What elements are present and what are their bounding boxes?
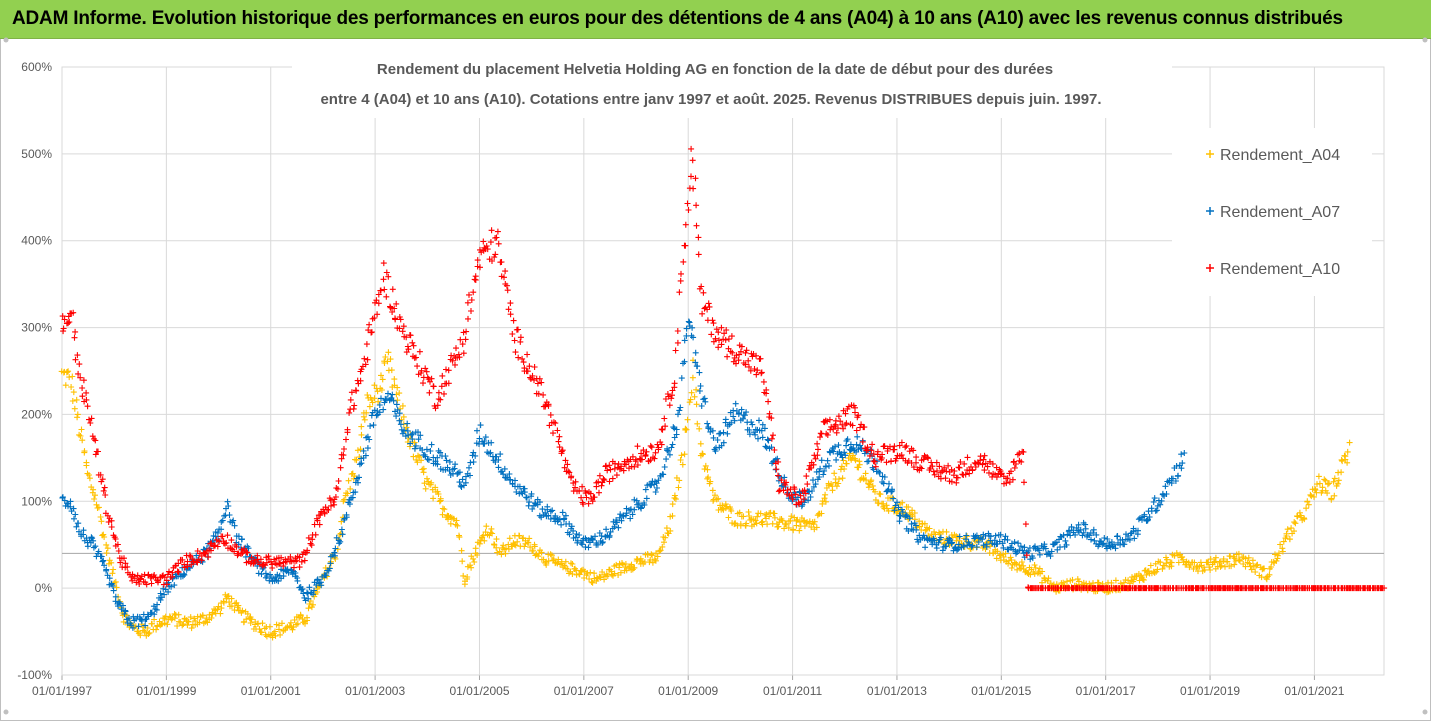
x-tick-label: 01/01/2003 — [345, 684, 405, 698]
selection-handle — [1422, 37, 1428, 43]
x-tick-label: 01/01/1997 — [32, 684, 92, 698]
x-tick-label: 01/01/1999 — [136, 684, 196, 698]
x-tick-label: 01/01/2021 — [1284, 684, 1344, 698]
y-tick-label: 100% — [21, 494, 52, 508]
legend: Rendement_A04 Rendement_A07 Rendement_A10 — [1172, 128, 1372, 296]
legend-marker — [1206, 207, 1214, 215]
x-tick-label: 01/01/2005 — [449, 684, 509, 698]
series-markers — [59, 318, 1188, 631]
legend-label: Rendement_A07 — [1220, 204, 1340, 221]
x-tick-label: 01/01/2001 — [241, 684, 301, 698]
chart-title-line1: Rendement du placement Helvetia Holding … — [377, 61, 1053, 78]
series-markers — [59, 145, 1388, 592]
axis-ticks: -100% 0% 100% 200% 300% 400% 500% 600% 01/01/199… — [3, 37, 1428, 715]
data-points — [58, 145, 1388, 641]
series-Rendement_A04 — [58, 349, 1353, 641]
series-Rendement_A10 — [59, 145, 1388, 592]
banner-title: ADAM Informe. Evolution historique des p… — [12, 8, 1343, 29]
x-tick-label: 01/01/2011 — [763, 684, 822, 698]
legend-item: Rendement_A04 — [1206, 147, 1340, 164]
legend-item: Rendement_A07 — [1206, 204, 1340, 221]
selection-handle — [1422, 709, 1428, 715]
x-tick-label: 01/01/2013 — [867, 684, 927, 698]
x-tick-label: 01/01/2009 — [658, 684, 718, 698]
selection-handle — [3, 709, 9, 715]
report-banner: ADAM Informe. Evolution historique des p… — [0, 0, 1431, 39]
legend-marker — [1206, 150, 1214, 158]
legend-marker — [1206, 264, 1214, 272]
y-tick-label: 0% — [35, 581, 53, 595]
y-tick-label: 500% — [21, 147, 52, 161]
y-tick-label: 200% — [21, 407, 52, 421]
legend-item: Rendement_A10 — [1206, 261, 1340, 278]
selection-handle — [3, 37, 9, 43]
x-tick-label: 01/01/2007 — [554, 684, 614, 698]
chart-title-background — [292, 52, 1172, 118]
x-tick-label: 01/01/2015 — [971, 684, 1031, 698]
legend-background — [1172, 128, 1372, 296]
x-tick-label: 01/01/2019 — [1180, 684, 1240, 698]
legend-label: Rendement_A10 — [1220, 261, 1340, 278]
y-tick-label: -100% — [17, 668, 52, 682]
y-tick-label: 600% — [21, 60, 52, 74]
y-tick-label: 400% — [21, 234, 52, 248]
y-tick-label: 300% — [21, 321, 52, 335]
series-Rendement_A07 — [59, 318, 1188, 631]
x-tick-label: 01/01/2017 — [1076, 684, 1136, 698]
chart-title-line2: entre 4 (A04) et 10 ans (A10). Cotations… — [320, 91, 1101, 108]
series-markers — [58, 349, 1353, 641]
legend-label: Rendement_A04 — [1220, 147, 1340, 164]
